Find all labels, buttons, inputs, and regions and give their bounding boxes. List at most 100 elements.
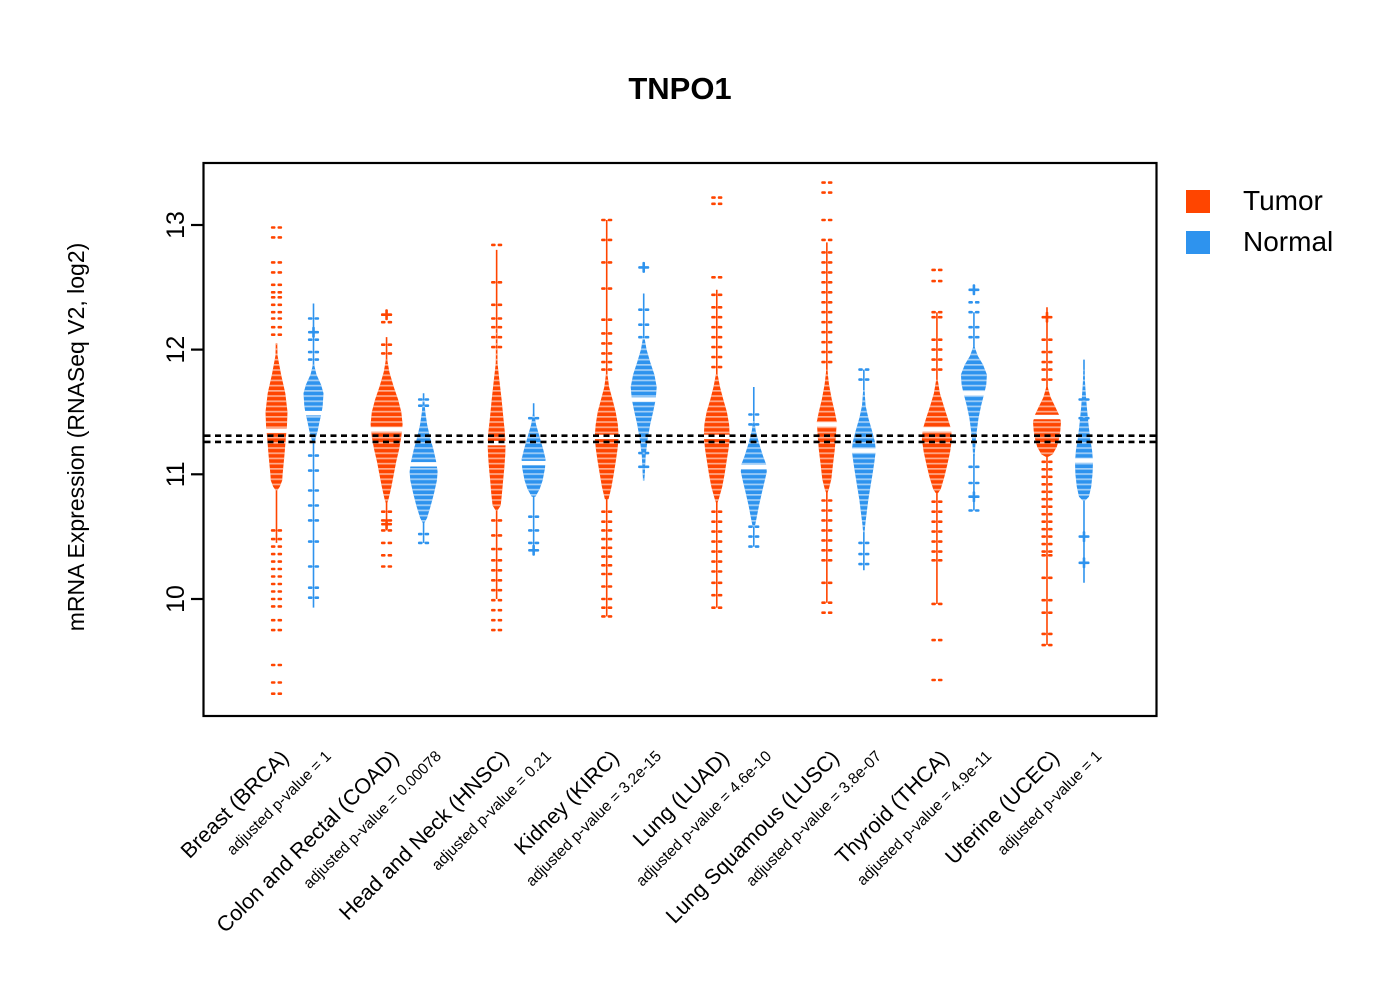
outlier-dash [277, 681, 283, 684]
outlier-dash [821, 191, 826, 194]
outlier-dash [827, 191, 833, 194]
outlier-dash [270, 605, 276, 608]
outlier-dash [1047, 542, 1053, 546]
outlier-dash [314, 504, 320, 507]
outlier-dash [827, 320, 833, 324]
outlier-dash [307, 565, 313, 568]
outlier-dash [821, 291, 826, 294]
outlier-dash [387, 320, 393, 324]
outlier-dash [307, 469, 313, 472]
outlier-dash [717, 606, 723, 609]
outlier-dash [717, 560, 723, 563]
outlier-dash [491, 569, 496, 572]
outlier-dash [1041, 350, 1046, 354]
outlier-cross [312, 326, 315, 338]
bean-tumor-KIRC [592, 218, 621, 618]
outlier-dash [417, 398, 423, 401]
outlier-dash [937, 550, 943, 553]
outlier-dash [277, 325, 283, 329]
outlier-dash [607, 529, 613, 532]
outlier-dash [380, 541, 386, 545]
outlier-dash [931, 348, 936, 351]
outlier-dash [277, 271, 283, 274]
outlier-dash [277, 552, 283, 556]
outlier-dash [1047, 535, 1053, 538]
bean-tumor-LUSC [814, 181, 839, 614]
outlier-dash [380, 343, 386, 346]
outlier-dash [607, 261, 613, 264]
outlier-dash [277, 310, 283, 314]
y-axis-title: mRNA Expression (RNASeq V2, log2) [63, 243, 89, 632]
violin-texture-normal-COAD [409, 397, 438, 523]
outlier-dash [380, 529, 386, 532]
outlier-dash [864, 368, 870, 371]
outlier-dash [307, 540, 313, 543]
outlier-dash [607, 555, 613, 558]
outlier-dash [821, 340, 826, 344]
outlier-dash [270, 681, 276, 684]
outlier-dash [601, 615, 606, 618]
outlier-dash [827, 218, 833, 222]
outlier-dash [601, 597, 606, 601]
outlier-cross [385, 309, 388, 321]
outlier-cross [532, 544, 535, 556]
outlier-dash [827, 181, 833, 184]
outlier-dash [937, 510, 943, 513]
outlier-dash [748, 535, 753, 538]
outlier-dash [717, 510, 723, 513]
outlier-dash [711, 530, 716, 533]
outlier-dash [717, 325, 723, 329]
outlier-dash [821, 181, 826, 184]
outlier-dash [821, 611, 826, 614]
outlier-dash [277, 582, 283, 586]
outlier-dash [717, 550, 723, 553]
outlier-dash [931, 500, 936, 503]
outlier-dash [711, 325, 716, 329]
outlier-dash [534, 416, 540, 420]
outlier-dash [601, 342, 606, 345]
outlier-dash [931, 368, 936, 371]
outlier-dash [711, 345, 716, 349]
outlier-dash [307, 338, 313, 341]
violin-texture-tumor-BRCA [265, 343, 288, 491]
outlier-dash [1041, 643, 1046, 647]
outlier-dash [270, 597, 276, 601]
outlier-dash [1084, 398, 1090, 401]
outlier-dash [277, 597, 283, 601]
outlier-dash [601, 218, 606, 222]
outlier-dash [748, 525, 753, 528]
outlier-dash [497, 628, 503, 632]
outlier-dash [1041, 598, 1046, 602]
outlier-dash [821, 218, 826, 222]
outlier-dash [277, 261, 283, 264]
outlier-dash [1047, 468, 1053, 471]
median-band-normal-BRCA [301, 411, 326, 416]
outlier-dash [711, 570, 716, 573]
outlier-dash [607, 572, 613, 576]
outlier-dash [864, 552, 870, 556]
outlier-dash [277, 628, 283, 632]
violin-texture-normal-LUAD [740, 419, 767, 527]
outlier-dash [1047, 527, 1053, 531]
outlier-dash [937, 348, 943, 351]
outlier-dash [424, 398, 430, 401]
outlier-dash [827, 509, 833, 512]
outlier-dash [827, 310, 833, 314]
outlier-dash [607, 606, 613, 609]
bean-tumor-UCEC [1030, 307, 1064, 647]
outlier-dash [937, 310, 943, 314]
outlier-dash [1047, 643, 1053, 647]
outlier-dash [754, 525, 760, 528]
outlier-dash [270, 560, 276, 563]
outlier-dash [711, 510, 716, 513]
outlier-dash [827, 251, 833, 254]
outlier-dash [277, 283, 283, 287]
outlier-dash [607, 218, 613, 222]
outlier-dash [491, 559, 496, 562]
bean-tumor-COAD [368, 309, 405, 568]
outlier-dash [497, 569, 503, 572]
outlier-dash [528, 529, 533, 532]
